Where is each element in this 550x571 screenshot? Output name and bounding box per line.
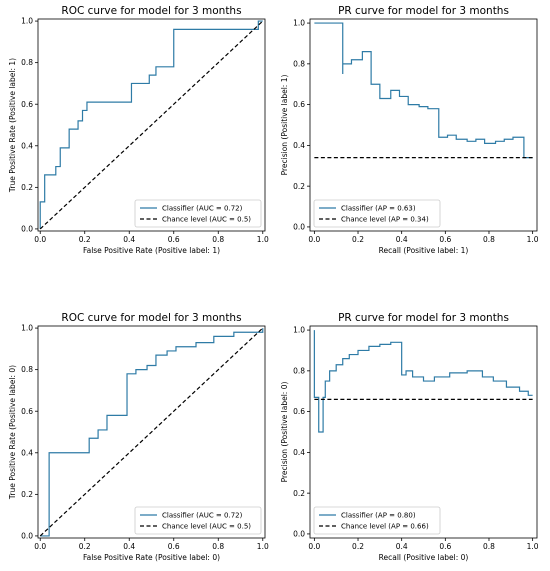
chart-title: ROC curve for model for 3 months (61, 312, 241, 324)
y-tick-label: 0.2 (293, 182, 305, 191)
axes-frame (37, 325, 266, 539)
y-tick-label: 0.4 (293, 141, 305, 150)
y-axis-label: True Positive Rate (Positive label: 0) (8, 365, 17, 500)
chart-title: ROC curve for model for 3 months (61, 5, 241, 17)
subplot-roc-label-1: ROC curve for model for 3 months 0.0 0.2 0.… (8, 5, 269, 255)
y-tick-label: 0.4 (293, 448, 305, 457)
chart-title: PR curve for model for 3 months (338, 5, 509, 17)
x-tick-label: 0.6 (168, 235, 180, 244)
legend-label: Chance level (AUC = 0.5) (162, 523, 251, 531)
subplot-pr-label-0: PR curve for model for 3 months 0.0 0.2 0.4… (280, 312, 539, 562)
legend-label: Chance level (AP = 0.34) (341, 216, 429, 224)
y-tick-label: 1.0 (21, 17, 33, 26)
x-axis-label: False Positive Rate (Positive label: 0) (83, 553, 220, 562)
classifier-curve (314, 22, 533, 159)
subplot-pr-label-1: PR curve for model for 3 months 0.0 0.2 0.4… (280, 5, 539, 255)
x-tick-label: 0.4 (396, 235, 408, 244)
y-tick-label: 1.0 (293, 326, 305, 335)
x-axis-label: Recall (Positive label: 0) (379, 553, 469, 562)
legend-box (134, 199, 262, 228)
x-tick-label: 0.4 (396, 542, 408, 551)
chart-title: PR curve for model for 3 months (338, 312, 509, 324)
chance-level-line (39, 20, 264, 230)
classifier-curve (313, 330, 533, 433)
y-tick-label: 0.4 (21, 141, 33, 150)
legend-box (134, 506, 262, 535)
y-tick-label: 0.0 (21, 225, 33, 234)
x-tick-label: 1.0 (527, 542, 539, 551)
x-tick-label: 1.0 (257, 542, 269, 551)
classifier-curve (39, 20, 263, 229)
x-tick-label: 0.2 (79, 235, 91, 244)
axes-frame (37, 18, 266, 232)
legend-label: Chance level (AUC = 0.5) (162, 216, 251, 224)
x-tick-label: 0.2 (79, 542, 91, 551)
x-tick-label: 0.0 (34, 235, 46, 244)
x-tick-label: 1.0 (527, 235, 539, 244)
legend-label: Classifier (AUC = 0.72) (162, 512, 243, 520)
y-axis-label: Precision (Positive label: 1) (280, 75, 289, 176)
y-axis-label: True Positive Rate (Positive label: 1) (8, 58, 17, 193)
legend-box (313, 506, 441, 535)
y-tick-label: 0.6 (21, 407, 33, 416)
x-tick-label: 0.4 (123, 235, 135, 244)
y-tick-label: 0.6 (21, 100, 33, 109)
x-tick-label: 0.6 (439, 542, 451, 551)
y-tick-label: 0.2 (21, 490, 33, 499)
y-tick-label: 0.0 (293, 530, 305, 539)
legend-box (313, 199, 441, 228)
y-tick-label: 0.8 (21, 58, 33, 67)
chance-level-line (39, 327, 264, 537)
classifier-curve (40, 328, 264, 537)
legend-label: Chance level (AP = 0.66) (341, 523, 429, 531)
legend-label: Classifier (AP = 0.63) (341, 205, 416, 213)
subplot-roc-label-0: ROC curve for model for 3 months 0.0 0.2 0.… (8, 312, 269, 562)
x-tick-label: 0.0 (34, 542, 46, 551)
x-tick-label: 0.6 (439, 235, 451, 244)
y-tick-label: 1.0 (21, 324, 33, 333)
y-axis-label: Precision (Positive label: 0) (280, 382, 289, 483)
legend-label: Classifier (AP = 0.80) (341, 512, 416, 520)
x-axis-label: Recall (Positive label: 1) (379, 246, 469, 255)
x-tick-label: 0.8 (483, 542, 495, 551)
y-tick-label: 0.2 (293, 489, 305, 498)
x-tick-label: 0.2 (352, 235, 364, 244)
y-tick-label: 1.0 (293, 19, 305, 28)
y-tick-label: 0.8 (293, 59, 305, 68)
y-tick-label: 0.6 (293, 100, 305, 109)
y-tick-label: 0.8 (293, 366, 305, 375)
axes-frame (309, 325, 538, 539)
legend-label: Classifier (AUC = 0.72) (162, 205, 243, 213)
axes-frame (309, 18, 538, 232)
y-tick-label: 0.2 (21, 183, 33, 192)
x-tick-label: 0.4 (123, 542, 135, 551)
y-tick-label: 0.0 (293, 223, 305, 232)
x-tick-label: 0.6 (168, 542, 180, 551)
x-tick-label: 0.0 (308, 542, 320, 551)
y-tick-label: 0.6 (293, 407, 305, 416)
x-tick-label: 0.8 (212, 542, 224, 551)
x-tick-label: 0.8 (212, 235, 224, 244)
x-tick-label: 0.0 (308, 235, 320, 244)
y-tick-label: 0.8 (21, 365, 33, 374)
y-tick-label: 0.4 (21, 448, 33, 457)
x-tick-label: 0.8 (483, 235, 495, 244)
x-tick-label: 1.0 (257, 235, 269, 244)
x-axis-label: False Positive Rate (Positive label: 1) (83, 246, 220, 255)
y-tick-label: 0.0 (21, 532, 33, 541)
x-tick-label: 0.2 (352, 542, 364, 551)
